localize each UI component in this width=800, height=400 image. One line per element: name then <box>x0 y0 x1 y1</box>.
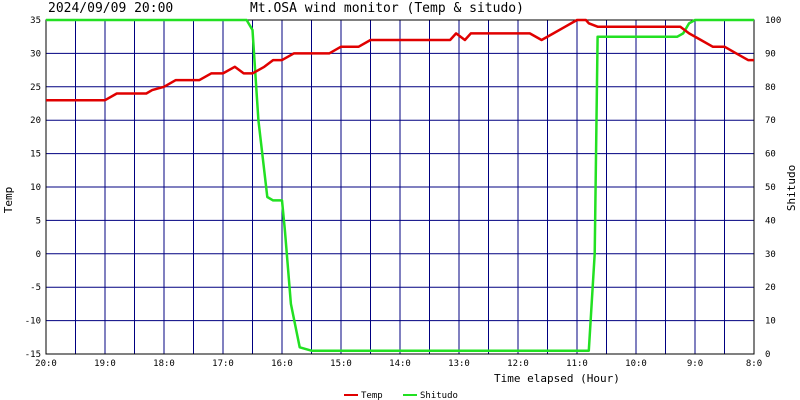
x-axis-ticks: 20:0 19:0 18:0 17:0 16:0 15:0 14:0 13:0 12:0 11:0… <box>35 359 762 369</box>
series-layer <box>46 18 754 352</box>
plot-frame <box>45 19 755 355</box>
left-tick-label: 25 <box>30 83 41 93</box>
x-tick-label: 18:0 <box>153 359 175 369</box>
x-tick-label: 13:0 <box>448 359 470 369</box>
right-tick-label: 100 <box>765 16 781 26</box>
x-tick-label: 20:0 <box>35 359 57 369</box>
x-tick-label: 8:0 <box>746 359 762 369</box>
right-tick-label: 0 <box>765 350 770 360</box>
series-line-temp <box>46 18 754 102</box>
x-tick-label: 16:0 <box>271 359 293 369</box>
legend-label-temp: Temp <box>361 391 383 400</box>
chart-title: Mt.OSA wind monitor (Temp & situdo) <box>250 1 524 16</box>
x-tick-label: 10:0 <box>625 359 647 369</box>
left-tick-label: 30 <box>30 49 41 59</box>
legend-label-shitudo: Shitudo <box>420 391 458 400</box>
right-axis-ticks: 0 10 20 30 40 50 60 70 80 90 100 <box>765 16 781 360</box>
left-tick-label: 5 <box>36 216 41 226</box>
x-tick-label: 11:0 <box>566 359 588 369</box>
x-tick-label: 15:0 <box>330 359 352 369</box>
right-tick-label: 40 <box>765 216 776 226</box>
right-tick-label: 50 <box>765 183 776 193</box>
series-line-shitudo <box>46 18 754 352</box>
left-tick-label: -10 <box>25 317 41 327</box>
right-tick-label: 60 <box>765 150 776 160</box>
left-axis-label: Temp <box>2 187 15 214</box>
right-tick-label: 10 <box>765 317 776 327</box>
right-tick-label: 30 <box>765 250 776 260</box>
right-tick-label: 70 <box>765 116 776 126</box>
right-axis-label: Shitudo <box>785 165 798 211</box>
left-tick-label: -5 <box>30 283 41 293</box>
right-tick-label: 80 <box>765 83 776 93</box>
left-tick-label: 0 <box>36 250 41 260</box>
timestamp: 2024/09/09 20:00 <box>48 1 173 16</box>
legend: Temp Shitudo <box>344 391 458 400</box>
left-tick-label: 10 <box>30 183 41 193</box>
x-tick-label: 9:0 <box>687 359 703 369</box>
left-axis-ticks: -15 -10 -5 0 5 10 15 20 25 30 35 <box>25 16 41 360</box>
x-tick-label: 17:0 <box>212 359 234 369</box>
left-tick-label: 35 <box>30 16 41 26</box>
left-tick-label: 15 <box>30 150 41 160</box>
right-tick-label: 20 <box>765 283 776 293</box>
left-tick-label: -15 <box>25 350 41 360</box>
x-axis-label: Time elapsed (Hour) <box>494 372 620 385</box>
x-tick-label: 14:0 <box>389 359 411 369</box>
right-tick-label: 90 <box>765 49 776 59</box>
x-tick-label: 19:0 <box>94 359 116 369</box>
left-tick-label: 20 <box>30 116 41 126</box>
x-tick-label: 12:0 <box>507 359 529 369</box>
